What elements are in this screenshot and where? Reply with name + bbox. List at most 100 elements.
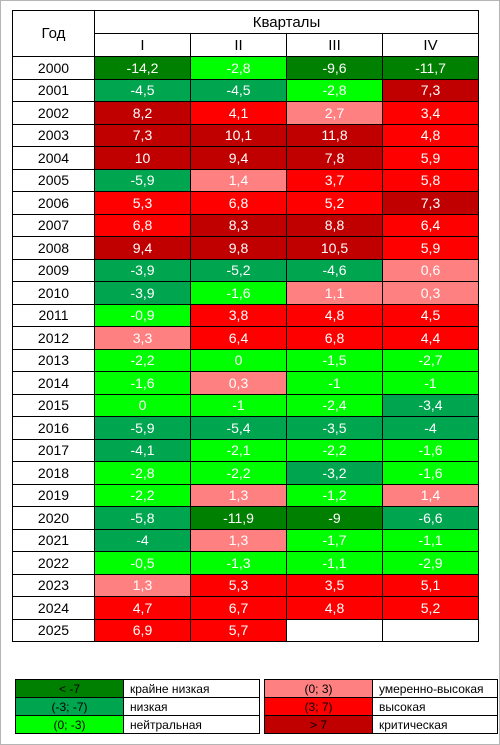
value-cell: -3,9 — [94, 258, 191, 282]
value-cell: -9 — [286, 506, 383, 530]
year-cell: 2017 — [12, 438, 95, 462]
value-cell: -1,6 — [382, 438, 479, 462]
value-cell: 10,5 — [286, 236, 383, 260]
value-cell: 7,3 — [382, 191, 479, 215]
year-cell: 2023 — [12, 573, 95, 597]
legend-label: крайне низкая — [123, 679, 260, 698]
value-cell: -11,7 — [382, 56, 479, 80]
year-cell: 2019 — [12, 483, 95, 507]
quarters-header: Кварталы — [94, 10, 479, 34]
value-cell: 8,8 — [286, 213, 383, 237]
value-cell: 5,2 — [286, 191, 383, 215]
value-cell: -2,7 — [382, 348, 479, 372]
legend-label: умеренно-высокая — [372, 679, 498, 698]
value-cell: 5,8 — [382, 168, 479, 192]
value-cell: 0 — [190, 348, 287, 372]
value-cell: -4,1 — [94, 438, 191, 462]
value-cell: -14,2 — [94, 56, 191, 80]
value-cell: 8,2 — [94, 101, 191, 125]
table-row: 2020 -5,8 -11,9 -9 -6,6 — [12, 506, 479, 530]
year-column-header: Год — [12, 10, 95, 57]
year-cell: 2006 — [12, 191, 95, 215]
value-cell: 1,4 — [382, 483, 479, 507]
table-row: 2016 -5,9 -5,4 -3,5 -4 — [12, 416, 479, 440]
value-cell: -2,2 — [286, 438, 383, 462]
value-cell: 0,3 — [382, 281, 479, 305]
table-row: 2025 6,9 5,7 — [12, 618, 479, 642]
value-cell: -2,1 — [190, 438, 287, 462]
value-cell: 11,8 — [286, 123, 383, 147]
value-cell: 8,3 — [190, 213, 287, 237]
value-cell: -2,4 — [286, 393, 383, 417]
value-cell: 9,4 — [94, 236, 191, 260]
year-cell: 2011 — [12, 303, 95, 327]
table-row: 2022 -0,5 -1,3 -1,1 -2,9 — [12, 551, 479, 575]
year-cell: 2007 — [12, 213, 95, 237]
value-cell: -1 — [382, 371, 479, 395]
value-cell: -4 — [382, 416, 479, 440]
value-cell: -1 — [286, 371, 383, 395]
table-row: 2012 3,3 6,4 6,8 4,4 — [12, 326, 479, 350]
value-cell: -2,2 — [190, 461, 287, 485]
value-cell: 0,3 — [190, 371, 287, 395]
quarter-header-1: I — [94, 33, 191, 57]
year-cell: 2022 — [12, 551, 95, 575]
value-cell: -0,9 — [94, 303, 191, 327]
value-cell: 3,7 — [286, 168, 383, 192]
legend-label: критическая — [372, 715, 498, 734]
value-cell: 2,7 — [286, 101, 383, 125]
table-row: 2024 4,7 6,7 4,8 5,2 — [12, 596, 479, 620]
table-row: 2003 7,3 10,1 11,8 4,8 — [12, 123, 479, 147]
legend-swatch: (0; -3) — [15, 715, 124, 734]
legend-label: нейтральная — [123, 715, 260, 734]
value-cell — [382, 618, 479, 642]
value-cell: -2,8 — [190, 56, 287, 80]
value-cell: 4,4 — [382, 326, 479, 350]
year-cell: 2001 — [12, 78, 95, 102]
year-cell: 2014 — [12, 371, 95, 395]
value-cell: 9,4 — [190, 146, 287, 170]
quarter-header-4: IV — [382, 33, 479, 57]
table-row: 2019 -2,2 1,3 -1,2 1,4 — [12, 483, 479, 507]
table-row: 2014 -1,6 0,3 -1 -1 — [12, 371, 479, 395]
value-cell: 1,3 — [190, 528, 287, 552]
year-cell: 2004 — [12, 146, 95, 170]
table-body: 2000 -14,2 -2,8 -9,6 -11,7 2001 -4,5 -4,5 -2,8 7,… — [12, 56, 479, 642]
legend-label: высокая — [372, 697, 498, 716]
value-cell: 0,6 — [382, 258, 479, 282]
year-cell: 2005 — [12, 168, 95, 192]
year-cell: 2021 — [12, 528, 95, 552]
value-cell: 7,3 — [382, 78, 479, 102]
value-cell: -4 — [94, 528, 191, 552]
value-cell: 3,3 — [94, 326, 191, 350]
value-cell: 5,3 — [94, 191, 191, 215]
value-cell: -0,5 — [94, 551, 191, 575]
year-cell: 2009 — [12, 258, 95, 282]
table-row: 2001 -4,5 -4,5 -2,8 7,3 — [12, 78, 479, 102]
value-cell: 6,4 — [190, 326, 287, 350]
value-cell: 3,4 — [382, 101, 479, 125]
value-cell: 6,8 — [94, 213, 191, 237]
legend-row: (0; -3) нейтральная > 7 критическая — [15, 715, 498, 734]
year-cell: 2000 — [12, 56, 95, 80]
table-row: 2006 5,3 6,8 5,2 7,3 — [12, 191, 479, 215]
year-cell: 2008 — [12, 236, 95, 260]
value-cell: 1,3 — [190, 483, 287, 507]
table-row: 2000 -14,2 -2,8 -9,6 -11,7 — [12, 56, 479, 80]
legend-label: низкая — [123, 697, 260, 716]
value-cell: 3,5 — [286, 573, 383, 597]
legend-swatch: > 7 — [264, 715, 373, 734]
value-cell — [286, 618, 383, 642]
value-cell: 6,9 — [94, 618, 191, 642]
value-cell: 5,1 — [382, 573, 479, 597]
table-row: 2009 -3,9 -5,2 -4,6 0,6 — [12, 258, 479, 282]
value-cell: -2,8 — [286, 78, 383, 102]
value-cell: -1,1 — [382, 528, 479, 552]
value-cell: 4,8 — [382, 123, 479, 147]
value-cell: -3,9 — [94, 281, 191, 305]
value-cell: -5,2 — [190, 258, 287, 282]
quarter-header-3: III — [286, 33, 383, 57]
table-row: 2010 -3,9 -1,6 1,1 0,3 — [12, 281, 479, 305]
value-cell: -1,2 — [286, 483, 383, 507]
legend-swatch: (3; 7) — [264, 697, 373, 716]
